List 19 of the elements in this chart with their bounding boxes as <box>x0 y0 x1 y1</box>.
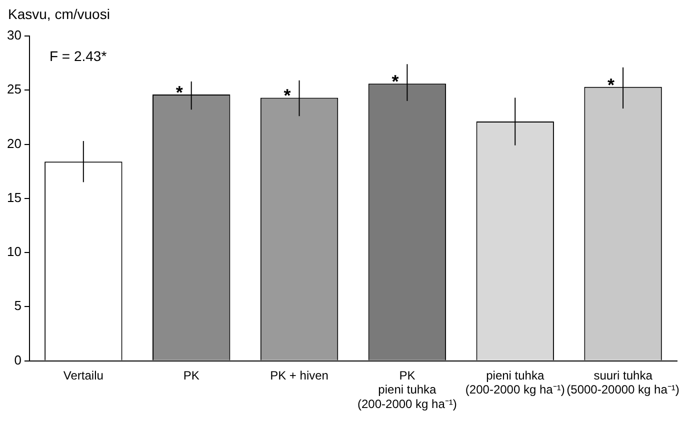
y-tick-label: 20 <box>6 136 22 151</box>
y-tick-label: 0 <box>14 352 22 368</box>
annotation: F = 2.43* <box>49 48 108 64</box>
x-tick-label: PK pieni tuhka (200-2000 kg ha⁻¹) <box>357 368 457 412</box>
y-tick-label: 30 <box>6 28 22 43</box>
annotation: * <box>608 74 615 95</box>
x-tick-label: Vertailu <box>63 368 104 382</box>
annotation: * <box>284 86 291 106</box>
x-tick-label: PK + hiven <box>270 368 328 382</box>
y-tick-label: 15 <box>6 190 22 205</box>
x-tick-label: suuri tuhka (5000-20000 kg ha⁻¹) <box>566 368 680 397</box>
x-tick-label: pieni tuhka (200-2000 kg ha⁻¹) <box>465 368 565 397</box>
y-tick-label: 5 <box>14 298 22 314</box>
x-tick-label: PK <box>183 368 200 382</box>
annotation: * <box>176 82 183 102</box>
y-axis-title: Kasvu, cm/vuosi <box>8 6 110 22</box>
y-tick-label: 10 <box>6 244 22 260</box>
y-tick-label: 25 <box>6 82 22 97</box>
annotation: * <box>392 72 399 92</box>
